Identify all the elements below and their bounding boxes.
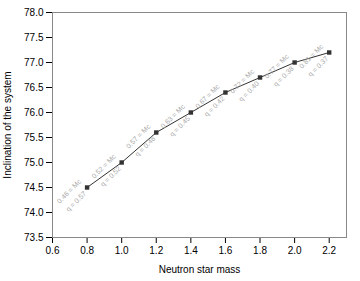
svg-text:q = 0.57: q = 0.57 xyxy=(64,190,88,214)
svg-text:73.5: 73.5 xyxy=(24,232,44,243)
svg-text:1.4: 1.4 xyxy=(184,245,198,256)
svg-text:q = 0.52: q = 0.52 xyxy=(99,165,123,189)
svg-text:q = 0.37: q = 0.37 xyxy=(307,55,331,79)
svg-text:2.0: 2.0 xyxy=(288,245,302,256)
svg-text:q = 0.38: q = 0.38 xyxy=(272,65,296,89)
svg-text:77.5: 77.5 xyxy=(24,32,44,43)
svg-text:q = 0.48: q = 0.48 xyxy=(134,135,158,159)
svg-text:74.0: 74.0 xyxy=(24,207,44,218)
svg-text:Inclination of the system: Inclination of the system xyxy=(2,71,13,178)
svg-text:76.0: 76.0 xyxy=(24,107,44,118)
svg-text:0.52 = Mc: 0.52 = Mc xyxy=(90,152,117,180)
svg-text:0.8: 0.8 xyxy=(80,245,94,256)
svg-text:1.2: 1.2 xyxy=(149,245,163,256)
svg-text:74.5: 74.5 xyxy=(24,182,44,193)
svg-text:q = 0.45: q = 0.45 xyxy=(168,115,192,139)
svg-text:q = 0.42: q = 0.42 xyxy=(203,95,227,119)
svg-text:0.77 = Mc: 0.77 = Mc xyxy=(263,52,290,80)
svg-text:0.81 = Mc: 0.81 = Mc xyxy=(297,42,325,70)
svg-text:0.6: 0.6 xyxy=(46,245,60,256)
svg-text:76.5: 76.5 xyxy=(24,82,44,93)
svg-text:0.63 = Mc: 0.63 = Mc xyxy=(159,102,187,130)
svg-text:q = 0.40: q = 0.40 xyxy=(237,80,261,104)
svg-text:1.6: 1.6 xyxy=(218,245,232,256)
svg-text:1.8: 1.8 xyxy=(253,245,267,256)
svg-text:77.0: 77.0 xyxy=(24,57,44,68)
svg-text:2.2: 2.2 xyxy=(322,245,336,256)
svg-text:0.67 = Mc: 0.67 = Mc xyxy=(193,82,221,110)
svg-text:1.0: 1.0 xyxy=(115,245,129,256)
svg-text:0.72 = Mc: 0.72 = Mc xyxy=(228,67,256,95)
svg-text:75.0: 75.0 xyxy=(24,157,44,168)
svg-text:0.57 = Mc: 0.57 = Mc xyxy=(124,122,152,150)
svg-text:0.46 = Mc: 0.46 = Mc xyxy=(55,177,83,205)
svg-text:78.0: 78.0 xyxy=(24,7,44,18)
svg-text:Neutron star mass: Neutron star mass xyxy=(159,264,241,275)
svg-text:75.5: 75.5 xyxy=(24,132,44,143)
